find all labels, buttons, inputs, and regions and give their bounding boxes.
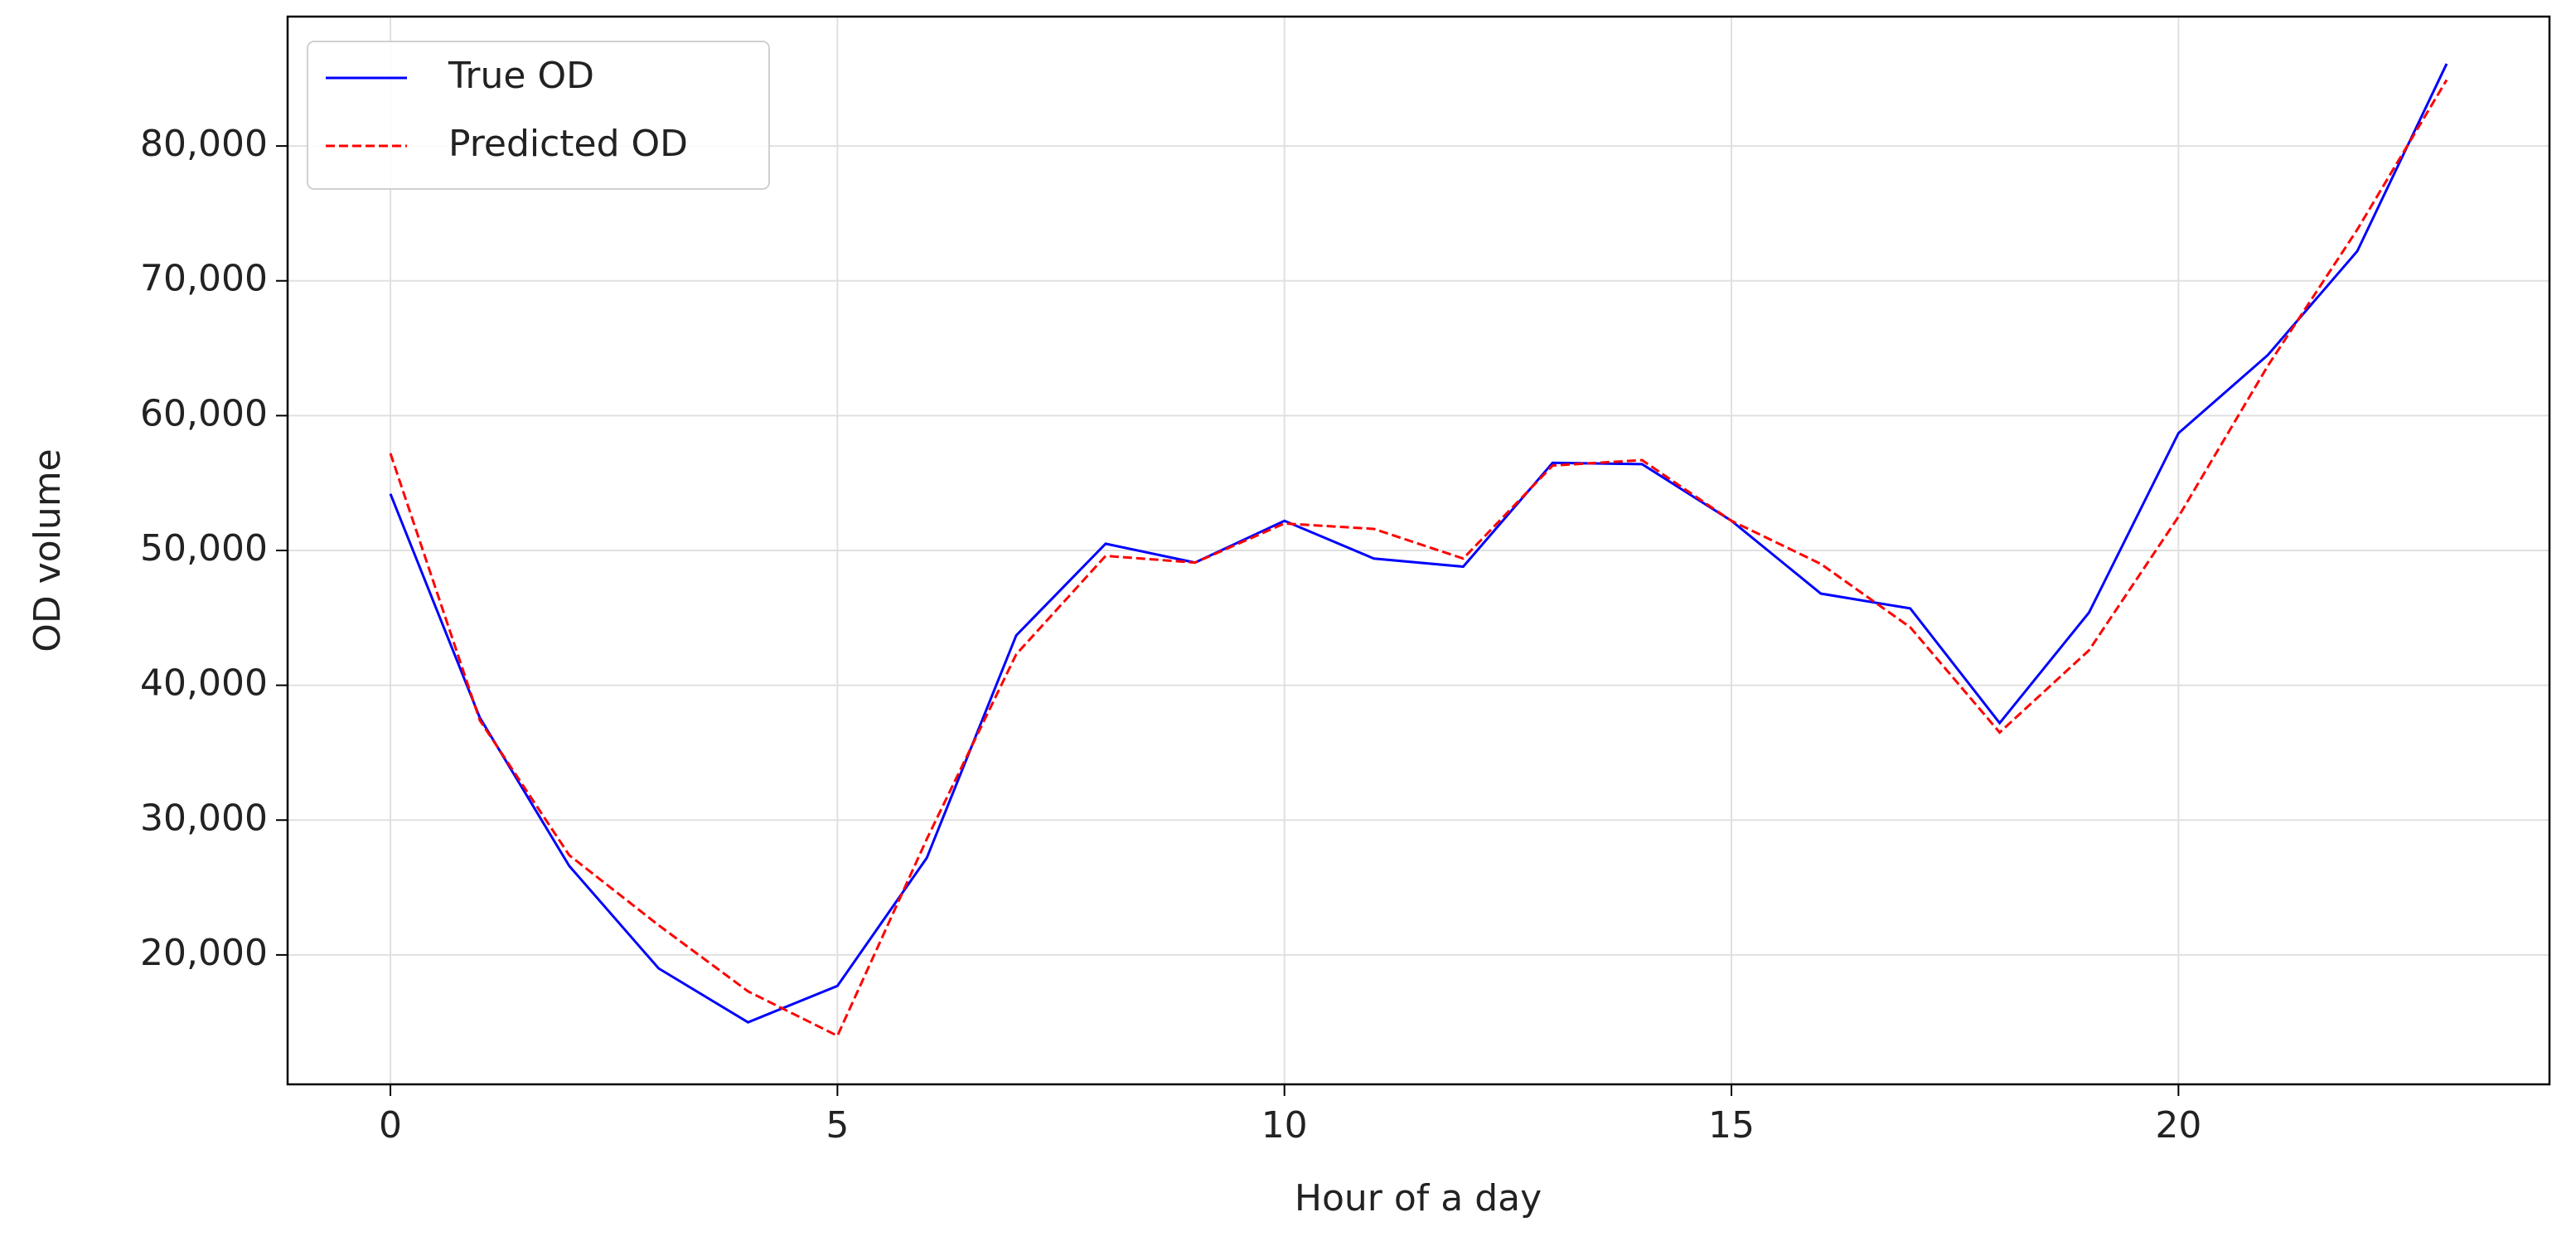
y-tick-label: 70,000 — [140, 258, 268, 300]
y-tick-label: 40,000 — [140, 662, 268, 705]
y-tick-label: 20,000 — [140, 932, 268, 974]
y-tick-label: 30,000 — [140, 797, 268, 839]
x-tick-label: 0 — [379, 1104, 402, 1147]
y-tick-label: 80,000 — [140, 123, 268, 165]
legend: True OD Predicted OD — [307, 41, 770, 190]
legend-box — [307, 41, 770, 190]
x-tick-label: 10 — [1261, 1104, 1308, 1147]
x-axis-label: Hour of a day — [1295, 1177, 1542, 1219]
y-tick-label: 60,000 — [140, 392, 268, 434]
y-axis-label: OD volume — [27, 448, 69, 652]
series-line — [389, 79, 2448, 1038]
legend-label: True OD — [448, 55, 594, 97]
x-tick-label: 5 — [826, 1104, 849, 1147]
series-line — [389, 63, 2448, 1024]
plot-frame — [286, 15, 2551, 1086]
y-tick-label: 50,000 — [140, 527, 268, 570]
x-tick-label: 15 — [1708, 1104, 1755, 1147]
x-tick-label: 20 — [2155, 1104, 2201, 1147]
legend-label: Predicted OD — [448, 123, 688, 165]
